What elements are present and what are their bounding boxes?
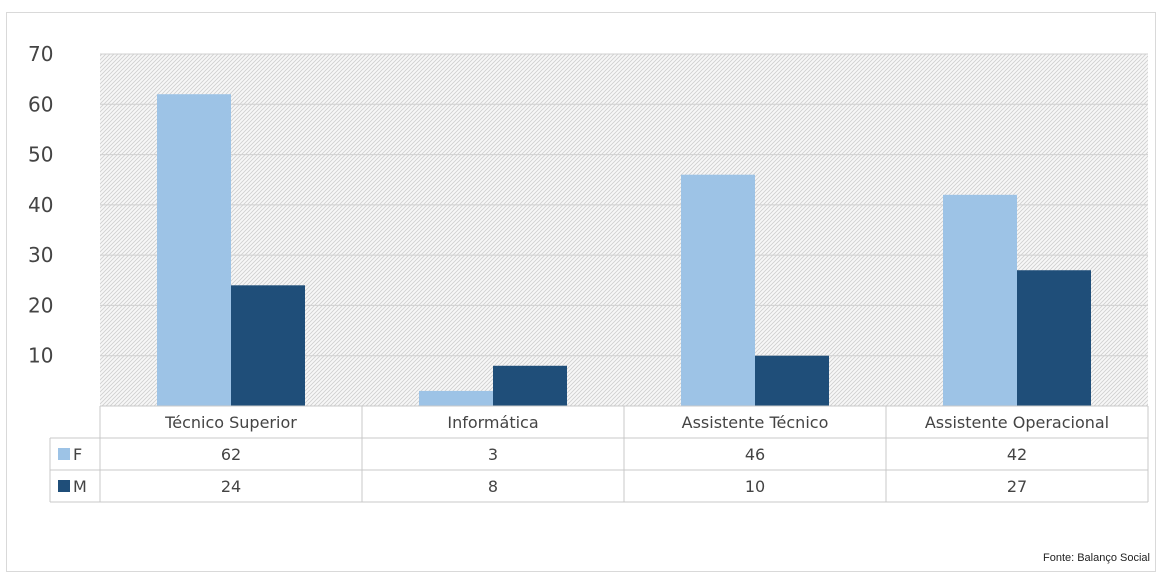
data-label: 24 bbox=[221, 477, 241, 496]
data-label: 42 bbox=[1007, 445, 1027, 464]
bars bbox=[157, 94, 1091, 406]
y-axis: 10 20 30 40 50 60 70 bbox=[28, 42, 53, 368]
x-tick-label: Assistente Operacional bbox=[925, 413, 1109, 432]
y-tick-label: 60 bbox=[28, 92, 53, 116]
bar-f bbox=[943, 194, 1017, 406]
x-tick-label: Informática bbox=[447, 413, 538, 432]
bar-f bbox=[157, 94, 231, 406]
legend-swatch-m bbox=[58, 480, 70, 492]
data-label: 8 bbox=[488, 477, 498, 496]
bar-m bbox=[1017, 270, 1091, 406]
data-label: 27 bbox=[1007, 477, 1027, 496]
bar-m bbox=[231, 285, 305, 406]
x-tick-label: Técnico Superior bbox=[164, 413, 297, 432]
data-label: 3 bbox=[488, 445, 498, 464]
bar-f bbox=[681, 174, 755, 406]
legend-label: F bbox=[73, 445, 82, 464]
y-tick-label: 30 bbox=[28, 243, 53, 267]
bar-m bbox=[493, 365, 567, 406]
source-note: Fonte: Balanço Social bbox=[1043, 552, 1150, 564]
y-tick-label: 70 bbox=[28, 42, 53, 66]
data-label: 46 bbox=[745, 445, 765, 464]
x-tick-label: Assistente Técnico bbox=[682, 413, 829, 432]
y-tick-label: 20 bbox=[28, 293, 53, 317]
legend-swatch-f bbox=[58, 448, 70, 460]
bar-m bbox=[755, 355, 829, 406]
data-label: 62 bbox=[221, 445, 241, 464]
bar-f bbox=[419, 390, 493, 406]
y-tick-label: 40 bbox=[28, 193, 53, 217]
data-label: 10 bbox=[745, 477, 765, 496]
y-tick-label: 10 bbox=[28, 344, 53, 368]
y-tick-label: 50 bbox=[28, 143, 53, 167]
legend-label: M bbox=[73, 477, 87, 496]
data-table: Técnico Superior Informática Assistente Té… bbox=[49, 405, 1149, 503]
